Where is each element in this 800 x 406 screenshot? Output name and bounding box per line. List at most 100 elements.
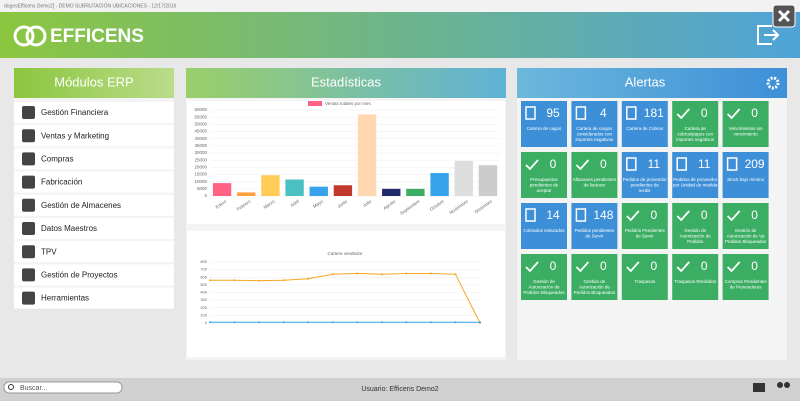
menu-item[interactable] [14, 102, 174, 123]
alert-value: 0 [550, 157, 557, 171]
menu-icon [22, 222, 35, 235]
alert-tile[interactable] [672, 254, 719, 300]
statistics-header [186, 68, 506, 98]
alert-tile[interactable] [672, 101, 719, 147]
logout-button[interactable] [757, 25, 780, 45]
copy-icon [525, 208, 536, 222]
alert-tile[interactable] [521, 152, 567, 198]
line-point [258, 321, 261, 324]
title-bar [0, 0, 800, 12]
check-icon [525, 159, 539, 171]
alert-label: Gestión de Autorización de Pedidos Bloquea… [574, 279, 616, 295]
check-icon [626, 210, 640, 222]
print-icon[interactable] [753, 383, 765, 392]
y-tick-label: 45000 [194, 129, 207, 134]
alert-tile[interactable] [571, 254, 618, 300]
users-icon[interactable] [777, 382, 783, 388]
alert-value: 0 [751, 259, 758, 273]
alert-label: Compras Pendientes de Proveedores [725, 279, 768, 290]
y-tick-label: 35000 [194, 143, 207, 148]
menu-label: Fabricación [41, 178, 82, 187]
alert-tile[interactable] [722, 101, 769, 147]
user-label: Usuario: Efficens Demo2 [361, 386, 438, 393]
alert-label: Cobrados enlazados [523, 228, 565, 233]
copy-icon [676, 157, 687, 171]
alert-label: Gestión de Autorización de Vp Pedidos Bloq… [725, 228, 767, 244]
logo-icon [13, 25, 35, 47]
bar [406, 188, 425, 196]
y-tick-label: 700 [200, 267, 207, 272]
menu-item[interactable] [14, 241, 174, 263]
y-tick-label: 25000 [194, 157, 207, 162]
search-box[interactable] [3, 381, 123, 394]
menu-item[interactable] [14, 218, 174, 239]
logo-icon [25, 25, 47, 47]
menu-label: Compras [41, 155, 73, 164]
alert-tile[interactable] [571, 203, 618, 249]
alert-tile[interactable] [722, 203, 769, 249]
alert-tile[interactable] [571, 152, 618, 198]
check-icon [676, 261, 690, 273]
alert-tile[interactable] [621, 152, 668, 198]
alert-tile[interactable] [722, 152, 769, 198]
alert-label: Pedidos Pendientes de Servir [625, 228, 666, 239]
y-tick-label: 100 [200, 312, 207, 317]
alert-tile[interactable] [672, 152, 719, 198]
bar [309, 186, 328, 196]
line-point [356, 272, 359, 275]
line-point [258, 279, 261, 282]
bar [237, 192, 256, 196]
alert-tile[interactable] [521, 254, 567, 300]
alert-tile[interactable] [621, 101, 668, 147]
alert-label: Gestión de Autorización de Pedidos [680, 228, 712, 244]
alert-tile[interactable] [521, 101, 567, 147]
menu-label: Gestión de Proyectos [41, 271, 117, 280]
x-tick-label: Enero [215, 198, 228, 209]
menu-label: Gestión de Almacenes [41, 201, 121, 210]
settings-icon[interactable] [766, 76, 780, 90]
bar [357, 114, 377, 196]
menu-item[interactable] [14, 148, 174, 170]
x-tick-label: Mayo [312, 198, 324, 209]
copy-icon [626, 106, 637, 120]
alert-tile[interactable] [621, 203, 668, 249]
legend-label: Ventas totales por mes [325, 101, 372, 106]
alert-label: Pedidos de proveedor pendientes de recibir [623, 177, 668, 193]
copy-icon [726, 157, 738, 171]
alert-tile[interactable] [621, 254, 668, 300]
menu-icon [22, 129, 35, 143]
check-icon [626, 261, 640, 273]
line-point [331, 273, 334, 276]
x-tick-label: Marzo [263, 198, 277, 210]
alert-label: Pedidos pendientes de Servir [575, 228, 615, 239]
menu-label: Datos Maestros [41, 224, 97, 233]
alert-label: Pedidos de proveedor por Unidad de medida [673, 177, 718, 188]
alert-tile[interactable] [571, 101, 618, 147]
alert-value: 11 [648, 157, 661, 171]
menu-item[interactable] [14, 125, 174, 147]
y-tick-label: 0 [205, 320, 208, 325]
menu-item[interactable] [14, 194, 174, 216]
y-tick-label: 500 [200, 282, 207, 287]
alert-tile[interactable] [521, 203, 567, 249]
y-tick-label: 10000 [194, 179, 207, 184]
copy-icon [575, 106, 587, 120]
line-point [209, 321, 211, 324]
alert-tile[interactable] [722, 254, 769, 300]
menu-item[interactable] [14, 171, 174, 193]
window-title: dogesEfficens Demo2] - DEMO SUBRUTACIÓN … [4, 2, 177, 9]
y-tick-label: 5000 [197, 186, 208, 191]
menu-item[interactable] [14, 287, 174, 309]
line-point [380, 273, 383, 276]
menu-item[interactable] [14, 264, 174, 286]
line-point [307, 277, 310, 280]
check-icon [726, 210, 741, 222]
alert-value: 0 [751, 106, 758, 120]
y-tick-label: 800 [200, 259, 207, 264]
line-point [307, 321, 310, 324]
users-icon[interactable] [784, 382, 790, 388]
modules-title: Módulos ERP [54, 74, 133, 89]
line-series [210, 272, 481, 324]
alert-tile[interactable] [672, 203, 719, 249]
check-icon [575, 159, 590, 171]
